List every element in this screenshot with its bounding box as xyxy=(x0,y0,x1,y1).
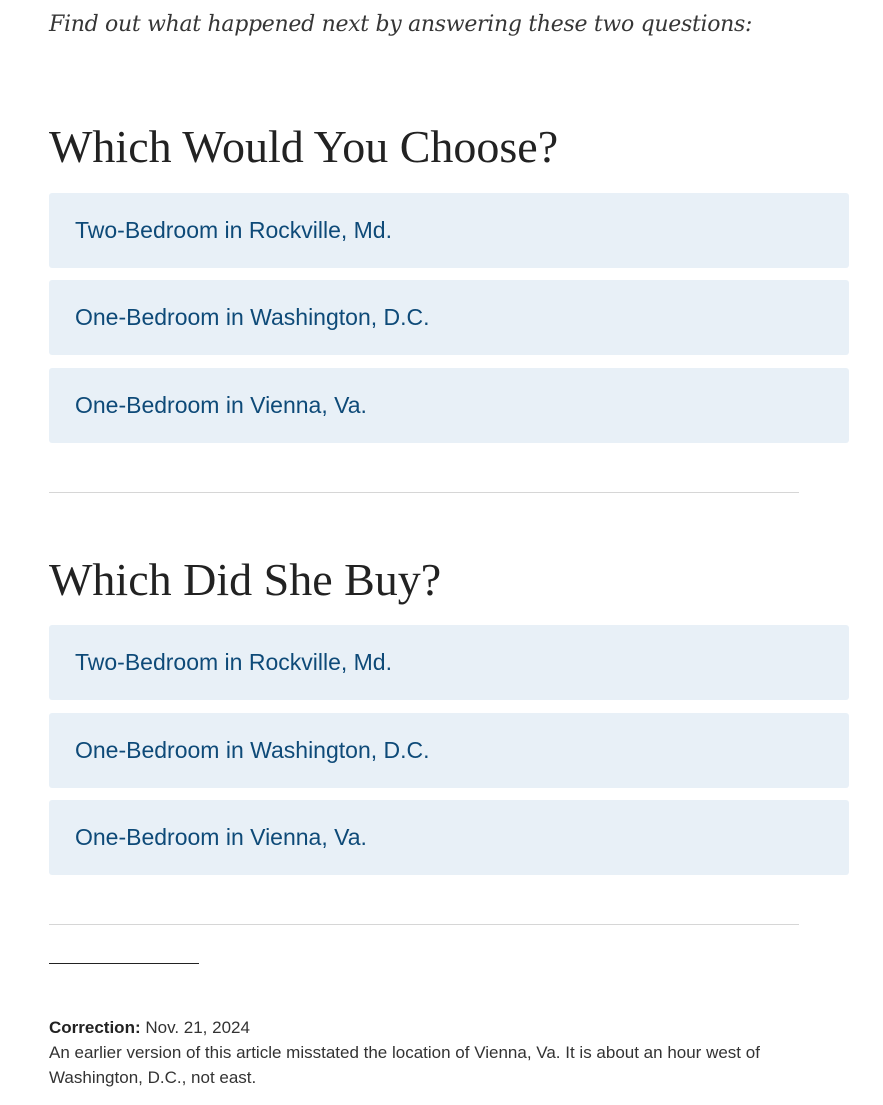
option-vienna[interactable]: One-Bedroom in Vienna, Va. xyxy=(49,368,849,443)
quiz-heading-bought: Which Did She Buy? xyxy=(49,554,442,605)
option-vienna[interactable]: One-Bedroom in Vienna, Va. xyxy=(49,800,849,875)
correction-header: Correction: Nov. 21, 2024 xyxy=(49,1015,809,1040)
option-washington[interactable]: One-Bedroom in Washington, D.C. xyxy=(49,713,849,788)
section-divider xyxy=(49,492,799,493)
correction-date: Nov. 21, 2024 xyxy=(145,1018,250,1037)
correction-text: An earlier version of this article misst… xyxy=(49,1043,760,1087)
footnote-rule xyxy=(49,963,199,964)
quiz-heading-choose: Which Would You Choose? xyxy=(49,121,559,172)
option-label: One-Bedroom in Washington, D.C. xyxy=(75,737,430,763)
option-label: One-Bedroom in Vienna, Va. xyxy=(75,392,367,418)
option-rockville[interactable]: Two-Bedroom in Rockville, Md. xyxy=(49,625,849,700)
option-label: One-Bedroom in Vienna, Va. xyxy=(75,824,367,850)
option-washington[interactable]: One-Bedroom in Washington, D.C. xyxy=(49,280,849,355)
section-divider xyxy=(49,924,799,925)
intro-text: Find out what happened next by answering… xyxy=(49,12,753,37)
correction-note: Correction: Nov. 21, 2024 An earlier ver… xyxy=(49,1015,809,1090)
option-label: Two-Bedroom in Rockville, Md. xyxy=(75,217,392,243)
option-label: One-Bedroom in Washington, D.C. xyxy=(75,304,430,330)
option-rockville[interactable]: Two-Bedroom in Rockville, Md. xyxy=(49,193,849,268)
option-label: Two-Bedroom in Rockville, Md. xyxy=(75,649,392,675)
correction-label: Correction: xyxy=(49,1018,141,1037)
